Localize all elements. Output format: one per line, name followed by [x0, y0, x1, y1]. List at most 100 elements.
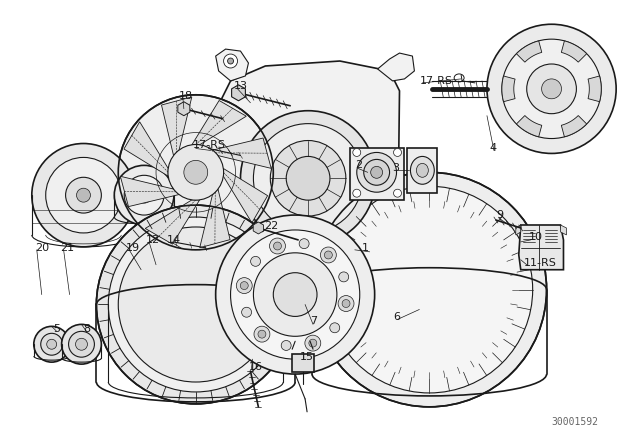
Ellipse shape [502, 39, 601, 138]
Ellipse shape [118, 227, 273, 382]
Circle shape [223, 276, 234, 288]
Polygon shape [519, 225, 563, 270]
Ellipse shape [270, 141, 346, 216]
Text: 7: 7 [310, 316, 317, 327]
Text: 22: 22 [264, 221, 278, 231]
Polygon shape [516, 116, 542, 137]
Circle shape [228, 58, 234, 64]
Polygon shape [378, 53, 415, 81]
Circle shape [240, 282, 248, 289]
Polygon shape [221, 61, 399, 284]
Text: 17-RS: 17-RS [419, 76, 452, 86]
Text: 1: 1 [362, 243, 369, 253]
Ellipse shape [61, 324, 101, 364]
Circle shape [353, 148, 361, 156]
Circle shape [258, 330, 266, 338]
Polygon shape [588, 76, 601, 102]
Circle shape [269, 238, 285, 254]
Circle shape [394, 189, 401, 197]
Ellipse shape [108, 217, 284, 392]
Text: 11-RS: 11-RS [524, 258, 557, 268]
Ellipse shape [216, 215, 374, 374]
Circle shape [309, 339, 317, 347]
Ellipse shape [34, 326, 70, 362]
Text: 19: 19 [126, 243, 140, 253]
Ellipse shape [136, 187, 152, 203]
Text: 30001592: 30001592 [551, 417, 598, 427]
Ellipse shape [32, 143, 135, 247]
Polygon shape [223, 168, 268, 223]
Ellipse shape [118, 95, 273, 250]
Ellipse shape [487, 24, 616, 154]
Ellipse shape [253, 124, 363, 233]
Circle shape [394, 148, 401, 156]
Polygon shape [216, 268, 248, 296]
Ellipse shape [364, 159, 390, 185]
Polygon shape [145, 200, 200, 244]
Ellipse shape [253, 253, 337, 336]
Circle shape [541, 79, 561, 99]
Polygon shape [178, 102, 190, 116]
Polygon shape [120, 176, 179, 207]
Ellipse shape [168, 145, 223, 200]
Circle shape [321, 247, 337, 263]
Polygon shape [124, 122, 168, 176]
Polygon shape [516, 41, 542, 62]
Ellipse shape [65, 177, 101, 213]
Ellipse shape [356, 152, 397, 192]
Polygon shape [516, 225, 521, 235]
Polygon shape [161, 97, 192, 155]
Circle shape [251, 256, 260, 266]
Ellipse shape [230, 230, 360, 359]
Ellipse shape [124, 175, 164, 215]
Ellipse shape [371, 166, 383, 178]
Ellipse shape [115, 165, 174, 225]
Circle shape [236, 278, 252, 293]
Text: 5: 5 [54, 324, 61, 334]
Ellipse shape [41, 333, 63, 355]
Ellipse shape [527, 64, 577, 114]
Ellipse shape [77, 188, 90, 202]
Text: 8: 8 [83, 324, 91, 334]
Bar [292, 354, 314, 372]
Circle shape [353, 189, 361, 197]
Polygon shape [561, 41, 587, 62]
Bar [408, 148, 437, 193]
Circle shape [330, 323, 340, 333]
Circle shape [299, 239, 309, 249]
Text: 10: 10 [529, 232, 543, 242]
Polygon shape [216, 49, 248, 81]
Circle shape [324, 251, 332, 259]
Polygon shape [253, 222, 264, 234]
Ellipse shape [47, 339, 57, 349]
Text: 4: 4 [489, 143, 496, 154]
Ellipse shape [68, 332, 95, 357]
Text: 18: 18 [179, 91, 193, 101]
Circle shape [338, 296, 354, 311]
Polygon shape [212, 138, 271, 168]
Circle shape [342, 300, 350, 307]
Ellipse shape [410, 156, 435, 184]
Text: 3: 3 [392, 164, 399, 173]
Text: 2: 2 [355, 160, 362, 170]
Circle shape [281, 340, 291, 350]
Text: 12: 12 [146, 235, 160, 245]
Ellipse shape [273, 273, 317, 316]
Text: 15: 15 [300, 352, 314, 362]
Polygon shape [232, 85, 245, 101]
Circle shape [223, 54, 237, 68]
Ellipse shape [184, 160, 208, 184]
Ellipse shape [76, 338, 88, 350]
Ellipse shape [417, 164, 428, 177]
Ellipse shape [45, 157, 121, 233]
Text: 14: 14 [167, 235, 181, 245]
Polygon shape [502, 76, 515, 102]
Text: 16: 16 [248, 362, 262, 372]
Bar [350, 148, 404, 200]
Polygon shape [388, 230, 408, 260]
Polygon shape [192, 100, 246, 145]
Text: 21: 21 [61, 243, 75, 253]
Text: 9: 9 [496, 210, 503, 220]
Polygon shape [561, 225, 566, 235]
Circle shape [273, 242, 282, 250]
